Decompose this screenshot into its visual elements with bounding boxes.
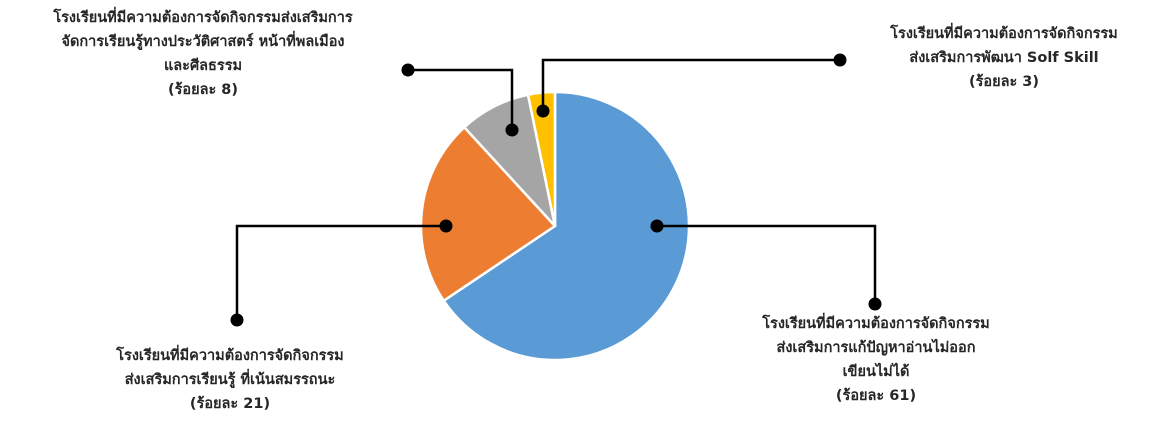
slice-label-soft-skill: โรงเรียนที่มีความต้องการจัดกิจกรรม ส่งเส… <box>850 22 1153 94</box>
leader-history-civics-start-dot <box>505 123 519 137</box>
label-percent: (ร้อยละ 8) <box>167 82 239 98</box>
label-line: ส่งเสริมการเรียนรู้ ที่เน้นสมรรถนะ <box>124 372 336 388</box>
label-line: โรงเรียนที่มีความต้องการจัดกิจกรรมส่งเสร… <box>53 10 353 26</box>
label-line: โรงเรียนที่มีความต้องการจัดกิจกรรม <box>762 316 990 332</box>
leader-reading-writing-line <box>657 224 877 304</box>
pie-slice-competency <box>419 126 557 302</box>
leader-competency-line <box>235 224 446 320</box>
pie-slice-soft-skill <box>526 90 557 228</box>
label-percent: (ร้อยละ 61) <box>835 388 917 404</box>
label-line: และศีลธรรม <box>163 58 243 74</box>
slice-label-history-civics: โรงเรียนที่มีความต้องการจัดกิจกรรมส่งเสร… <box>0 6 406 102</box>
slice-label-reading-writing: โรงเรียนที่มีความต้องการจัดกิจกรรม ส่งเส… <box>742 312 1010 408</box>
label-line: โรงเรียนที่มีความต้องการจัดกิจกรรม <box>116 348 344 364</box>
label-percent: (ร้อยละ 21) <box>189 396 271 412</box>
leader-soft-skill-start-dot <box>536 104 550 118</box>
label-percent: (ร้อยละ 3) <box>968 74 1040 90</box>
label-line: จัดการเรียนรู้ทางประวัติศาสตร์ หน้าที่พล… <box>61 34 345 50</box>
leader-soft-skill-line <box>541 58 840 111</box>
label-line: ส่งเสริมการพัฒนา Solf Skill <box>909 50 1099 66</box>
leader-history-civics-end-dot <box>401 63 415 77</box>
leader-reading-writing-start-dot <box>650 219 664 233</box>
leader-competency-end-dot <box>230 313 244 327</box>
leader-reading-writing-end-dot <box>868 297 882 311</box>
leader-competency-start-dot <box>439 219 453 233</box>
leader-soft-skill-end-dot <box>833 53 847 67</box>
label-line: ส่งเสริมการแก้ปัญหาอ่านไม่ออก <box>776 340 976 356</box>
pie-slice-reading-writing <box>442 90 691 362</box>
leader-history-civics-line <box>408 68 514 130</box>
slice-label-competency: โรงเรียนที่มีความต้องการจัดกิจกรรม ส่งเส… <box>40 344 420 416</box>
label-line: โรงเรียนที่มีความต้องการจัดกิจกรรม <box>890 26 1118 42</box>
label-line: เขียนไม่ได้ <box>842 364 910 380</box>
